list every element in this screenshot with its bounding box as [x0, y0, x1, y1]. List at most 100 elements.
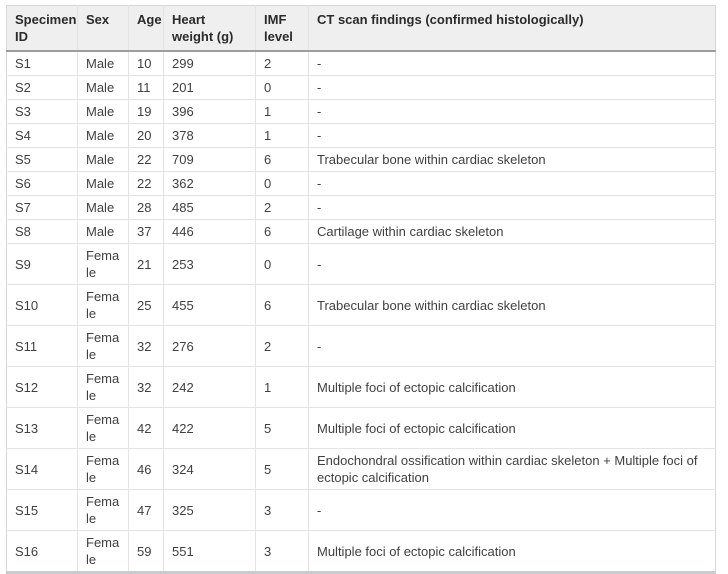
cell-imf: 0 — [255, 171, 309, 196]
table-row: S8 Male 37 446 6 Cartilage within cardiac ske… — [6, 219, 716, 244]
table-row: S5 Male 22 709 6 Trabecular bone within cardi… — [6, 147, 716, 172]
cell-findings: - — [308, 171, 716, 196]
cell-sex: Female — [77, 366, 129, 408]
cell-sex: Male — [77, 123, 129, 148]
cell-age: 22 — [128, 147, 164, 172]
table-row: S12 Female 32 242 1 Multiple foci of ectopic … — [6, 366, 716, 408]
cell-findings: Multiple foci of ectopic calcification — [308, 530, 716, 573]
cell-heart_weight: 276 — [163, 325, 256, 367]
cell-age: 11 — [128, 75, 164, 100]
cell-imf: 3 — [255, 489, 309, 531]
cell-age: 20 — [128, 123, 164, 148]
cell-sex: Female — [77, 489, 129, 531]
cell-imf: 6 — [255, 284, 309, 326]
cell-heart_weight: 253 — [163, 243, 256, 285]
cell-imf: 0 — [255, 243, 309, 285]
table-row: S16 Female 59 551 3 Multiple foci of ectopic … — [6, 530, 716, 573]
cell-imf: 5 — [255, 407, 309, 449]
cell-findings: - — [308, 123, 716, 148]
cell-sex: Female — [77, 284, 129, 326]
cell-sex: Male — [77, 219, 129, 244]
cell-age: 21 — [128, 243, 164, 285]
cell-age: 46 — [128, 448, 164, 490]
cell-age: 10 — [128, 51, 164, 76]
cell-id: S3 — [6, 99, 78, 124]
cell-id: S6 — [6, 171, 78, 196]
column-header-heart_weight: Heart weight (g) — [163, 5, 256, 52]
cell-id: S1 — [15, 56, 31, 71]
table-row: S7 Male 28 485 2- — [6, 195, 716, 220]
table-row: S10 Female 25 455 6 Trabecular bone within ca… — [6, 284, 716, 326]
cell-age: 25 — [128, 284, 164, 326]
cell-sex: Female — [77, 325, 129, 367]
cell-imf: 1 — [255, 99, 309, 124]
cell-heart_weight: 446 — [163, 219, 256, 244]
cell-heart_weight: 485 — [163, 195, 256, 220]
table-row: S6 Male 22 362 0- — [6, 171, 716, 196]
specimen-table: Specimen ID Sex Age Heart weight (g) IMF lev… — [6, 5, 716, 574]
cell-heart_weight: 362 — [163, 171, 256, 196]
cell-id: S9 — [6, 243, 78, 285]
cell-age: 32 — [128, 325, 164, 367]
table-row: S14 Female 46 324 5 Endochondral ossification… — [6, 448, 716, 490]
cell-id: S5 — [6, 147, 78, 172]
cell-sex: Female — [77, 448, 129, 490]
cell-id: S14 — [6, 448, 78, 490]
cell-findings: - — [308, 75, 716, 100]
table-header: Specimen ID Sex Age Heart weight (g) IMF lev… — [6, 5, 716, 52]
cell-imf: 2 — [255, 51, 309, 76]
cell-age: 19 — [128, 99, 164, 124]
cell-findings: - — [308, 325, 716, 367]
cell-imf: 2 — [255, 195, 309, 220]
cell-imf: 2 — [255, 325, 309, 367]
cell-id: S2 — [6, 75, 78, 100]
cell-findings: Endochondral ossification within cardiac… — [308, 448, 716, 490]
cell-imf: 3 — [255, 530, 309, 573]
cell-id: S11 — [6, 325, 78, 367]
cell-sex: Female — [77, 243, 129, 285]
table-row: S4 Male 20 378 1- — [6, 123, 716, 148]
cell-imf: 0 — [255, 75, 309, 100]
cell-findings: Cartilage within cardiac skeleton — [308, 219, 716, 244]
cell-sex: Male — [77, 147, 129, 172]
cell-age: 42 — [128, 407, 164, 449]
cell-heart_weight: 551 — [163, 530, 256, 573]
column-header-sex: Sex — [77, 5, 129, 52]
table-body: S1 Male 10 299 2- S2 Male 11 201 0- S3 Male 19 396 1- S… — [6, 51, 716, 573]
cell-heart_weight: 201 — [163, 75, 256, 100]
cell-age: 28 — [128, 195, 164, 220]
cell-id: S16 — [6, 530, 78, 573]
cell-findings: - — [308, 489, 716, 531]
cell-imf: 1 — [255, 366, 309, 408]
cell-findings: Multiple foci of ectopic calcification — [308, 366, 716, 408]
cell-age: 59 — [128, 530, 164, 573]
cell-id: S10 — [6, 284, 78, 326]
cell-findings: Trabecular bone within cardiac skeleton — [308, 147, 716, 172]
cell-heart_weight: 396 — [163, 99, 256, 124]
cell-id: S12 — [6, 366, 78, 408]
cell-sex: Female — [77, 407, 129, 449]
cell-heart_weight: 325 — [163, 489, 256, 531]
cell-findings: - — [308, 99, 716, 124]
cell-heart_weight: 422 — [163, 407, 256, 449]
cell-imf: 6 — [255, 219, 309, 244]
cell-id: S15 — [6, 489, 78, 531]
cell-imf: 1 — [255, 123, 309, 148]
cell-age: 32 — [128, 366, 164, 408]
cell-sex: Female — [77, 530, 129, 573]
cell-heart_weight: 324 — [163, 448, 256, 490]
table-header-row: Specimen ID Sex Age Heart weight (g) IMF lev… — [6, 5, 716, 52]
cell-age: 37 — [128, 219, 164, 244]
cell-sex: Male — [77, 75, 129, 100]
cell-id: S4 — [6, 123, 78, 148]
column-header-findings: CT scan findings (confirmed histological… — [308, 5, 716, 52]
cell-findings: - — [308, 51, 716, 76]
cell-sex: Male — [77, 195, 129, 220]
cell-findings: Trabecular bone within cardiac skeleton — [308, 284, 716, 326]
cell-imf: 6 — [255, 147, 309, 172]
cell-age: 47 — [128, 489, 164, 531]
cell-findings: - — [308, 243, 716, 285]
cell-age: 22 — [128, 171, 164, 196]
table-row: S15 Female 47 325 3- — [6, 489, 716, 531]
table-row: S2 Male 11 201 0- — [6, 75, 716, 100]
